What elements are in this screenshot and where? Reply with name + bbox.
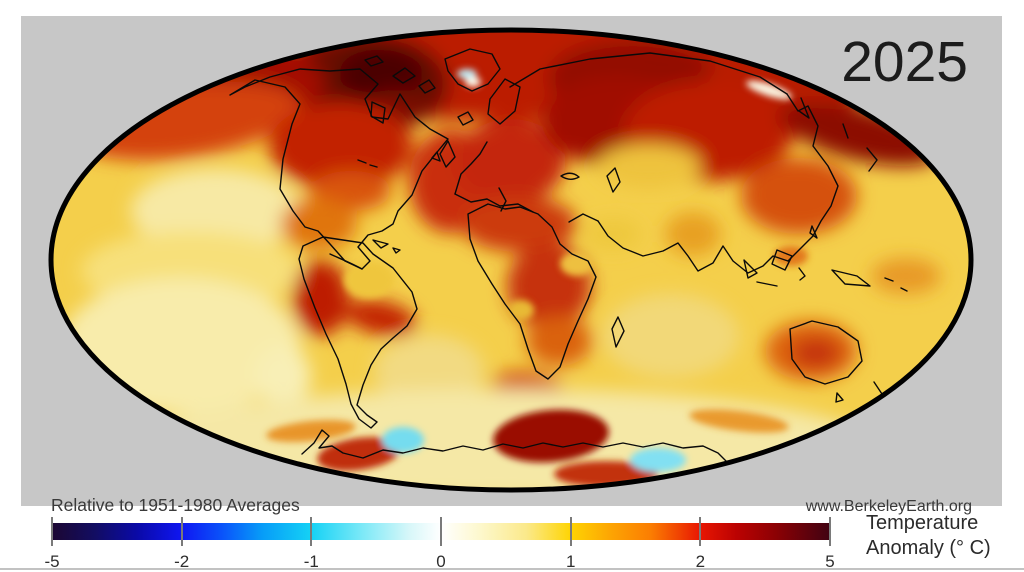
colorbar-tick	[699, 517, 702, 546]
map-ellipse-border	[48, 27, 974, 493]
baseline-note: Relative to 1951-1980 Averages	[51, 495, 300, 515]
colorbar-tick	[180, 517, 183, 546]
colorbar-tick	[440, 517, 442, 546]
year-label: 2025	[841, 30, 968, 94]
continent-outlines	[229, 48, 908, 464]
colorbar-tick	[569, 517, 572, 546]
colorbar-tick-label: -1	[303, 552, 319, 571]
map-panel: 2025 Relative to 1951-1980 Averages www.…	[21, 16, 1002, 515]
colorbar-title-line2: Anomaly (° C)	[866, 537, 991, 559]
colorbar-tick-label: -2	[174, 552, 190, 571]
world-map	[48, 27, 974, 493]
colorbar-tick-label: 1	[565, 552, 576, 571]
colorbar-tick	[51, 517, 53, 546]
colorbar-tick-label: -5	[44, 552, 60, 571]
colorbar-tick-label: 2	[695, 552, 706, 571]
colorbar-tick-label: 0	[436, 552, 446, 571]
temperature-details	[266, 69, 808, 487]
colorbar-tick	[310, 517, 313, 546]
colorbar-ticks: -5 -2 -1 0 1 2 5	[44, 517, 835, 571]
colorbar-title: Temperature Anomaly (° C)	[866, 511, 991, 561]
colorbar-title-line1: Temperature	[866, 512, 979, 534]
colorbar-tick-label: 5	[825, 552, 835, 571]
bottom-rule	[0, 568, 1024, 570]
website-text: www.BerkeleyEarth.org	[805, 498, 972, 515]
colorbar: -5 -2 -1 0 1 2 5	[44, 517, 835, 571]
colorbar-tick	[829, 517, 831, 546]
